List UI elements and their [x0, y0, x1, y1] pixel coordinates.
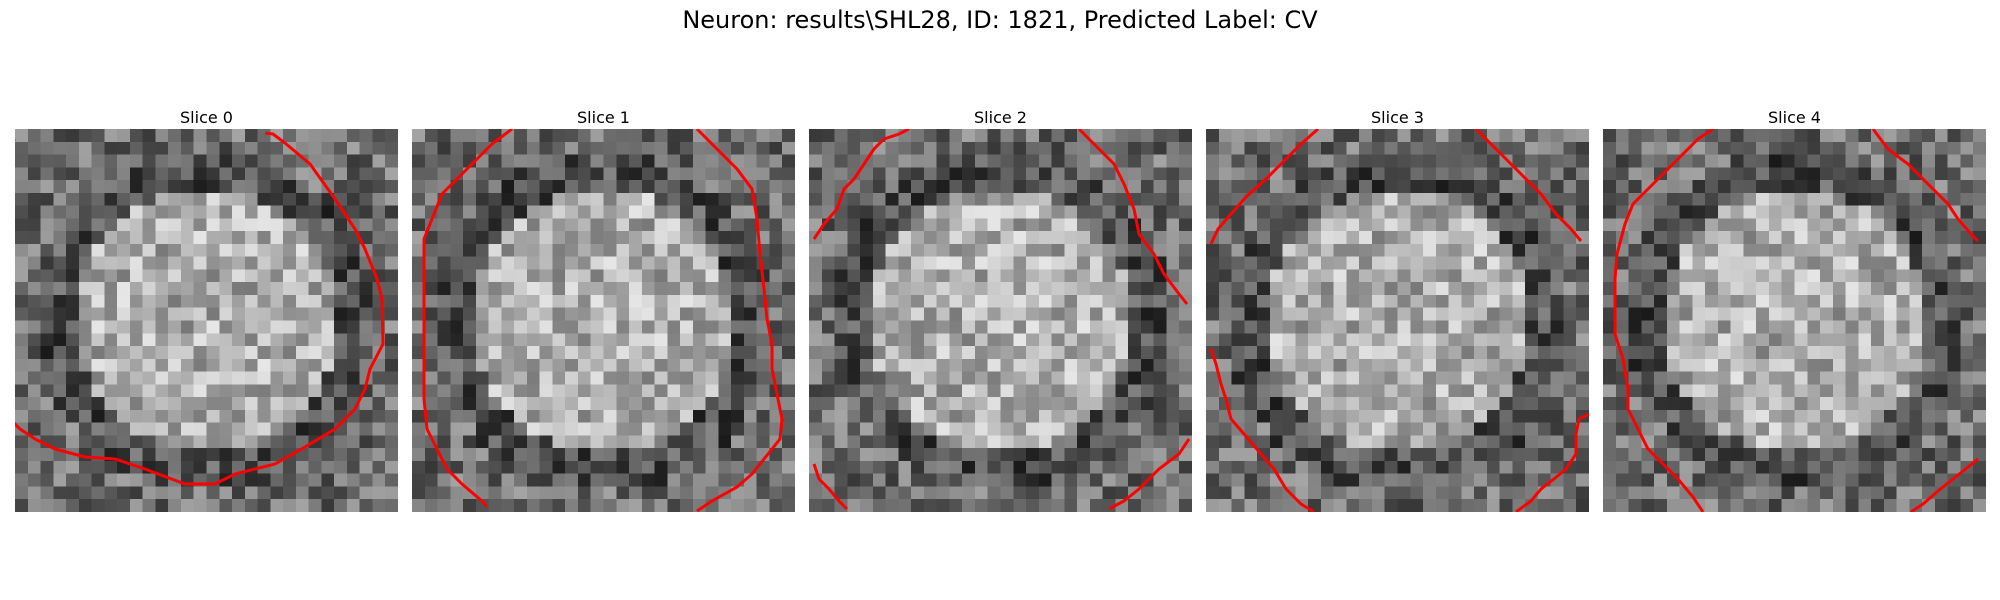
slice-panel-3: Slice 3 — [1206, 107, 1589, 512]
slice-image — [412, 129, 795, 512]
contour-line — [15, 131, 385, 486]
contour-line — [812, 129, 910, 240]
slice-title: Slice 1 — [577, 108, 630, 127]
slice-panel-0: Slice 0 — [15, 107, 398, 512]
contour-overlay — [15, 131, 385, 486]
contour-line — [1077, 129, 1189, 305]
slice-title: Slice 4 — [1768, 108, 1821, 127]
contour-line — [1613, 129, 1714, 512]
slice-title: Slice 0 — [180, 108, 233, 127]
slice-title: Slice 3 — [1371, 108, 1424, 127]
contour-line — [1474, 129, 1583, 242]
contour-line — [1515, 412, 1589, 512]
contour-line — [1108, 438, 1191, 511]
contour-overlay — [422, 129, 784, 512]
slice-image — [1206, 129, 1589, 512]
contour-line — [695, 129, 784, 512]
contour-line — [422, 129, 513, 508]
contour-line — [1871, 129, 1980, 243]
slice-title: Slice 2 — [974, 108, 1027, 127]
contour-line — [812, 463, 849, 511]
contour-overlay — [1613, 129, 1980, 512]
slice-panel-4: Slice 4 — [1603, 107, 1986, 512]
figure-title: Neuron: results\SHL28, ID: 1821, Predict… — [682, 6, 1318, 34]
slice-panel-1: Slice 1 — [412, 107, 795, 512]
contour-line — [1209, 348, 1315, 512]
contour-overlay — [812, 129, 1191, 511]
contour-overlay — [1209, 129, 1589, 512]
contour-line — [1910, 457, 1979, 512]
slice-panel-2: Slice 2 — [809, 107, 1192, 512]
slice-image — [1603, 129, 1986, 512]
slice-image — [15, 129, 398, 512]
contour-line — [1209, 129, 1319, 245]
